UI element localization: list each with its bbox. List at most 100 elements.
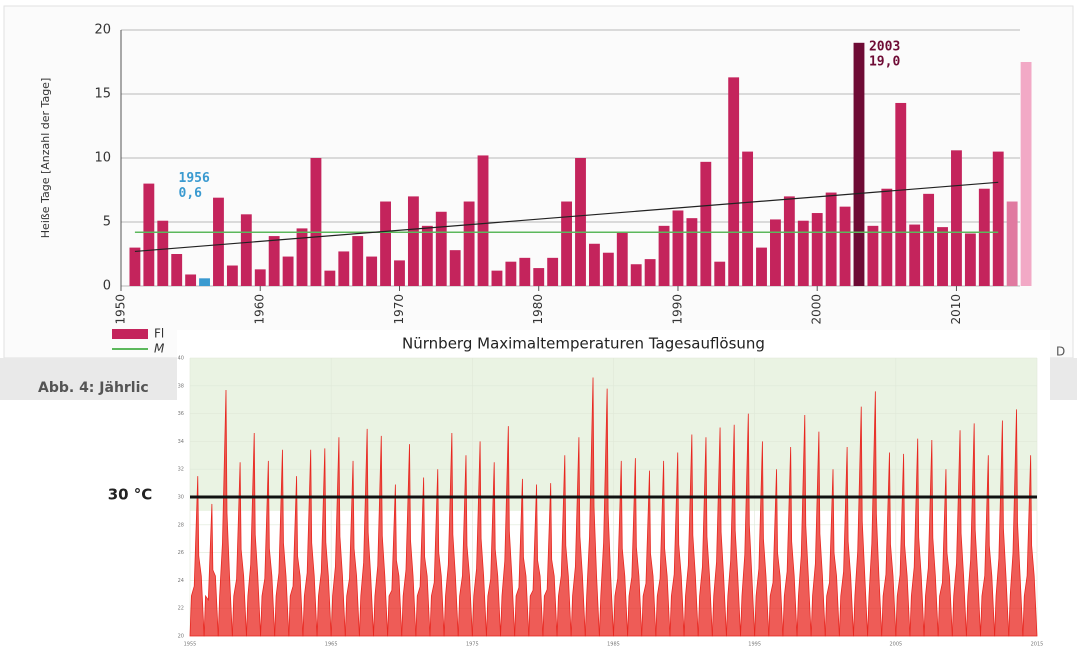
x-tick-label: 2010 (949, 294, 963, 325)
annual-cycle (726, 424, 741, 637)
annotation-value: 0,6 (179, 186, 203, 201)
annual-cycle (231, 462, 247, 637)
bar (519, 257, 531, 286)
annual-cycle (867, 391, 883, 637)
annual-cycle (542, 483, 558, 637)
x-tick-label: 1985 (607, 642, 620, 648)
x-tick-label: 2015 (1031, 642, 1044, 648)
bar (213, 197, 224, 286)
y-tick-label: 20 (178, 634, 184, 640)
caption: Abb. 4: Jährlic (38, 380, 149, 396)
annotation-value: 19,0 (869, 54, 900, 69)
annual-cycle (853, 406, 869, 637)
bar (951, 150, 962, 286)
annual-cycle (697, 437, 713, 637)
annual-cycle (584, 377, 600, 637)
annual-cycle (711, 427, 727, 637)
annual-cycle (966, 423, 981, 637)
annual-cycle (344, 460, 360, 637)
x-tick-label: 2000 (810, 294, 824, 325)
bar (770, 219, 781, 286)
annual-cycle (203, 503, 219, 637)
bar (185, 274, 197, 286)
y-tick-label: 30 (178, 495, 184, 501)
bar (909, 224, 921, 286)
annual-cycle (754, 441, 770, 637)
bar (672, 210, 684, 286)
x-tick-label: 1970 (392, 294, 406, 325)
bar (644, 259, 656, 286)
y-tick-label: 28 (178, 522, 184, 528)
bar (310, 158, 322, 286)
x-tick-label: 1965 (325, 642, 338, 648)
bar (226, 265, 238, 286)
bar (129, 247, 141, 286)
bar (352, 236, 364, 286)
y-tick-label: 34 (178, 439, 184, 445)
annual-cycle (330, 437, 346, 637)
bar (143, 183, 155, 286)
annual-cycle (810, 431, 826, 637)
annual-cycle (1022, 455, 1038, 637)
bar (797, 220, 809, 286)
annual-cycle (457, 455, 473, 637)
annual-cycle (373, 435, 389, 637)
bar (700, 161, 712, 286)
bar (728, 77, 740, 286)
bar (783, 196, 795, 286)
annual-cycle (824, 469, 840, 637)
bar (839, 206, 851, 286)
annual-cycle (768, 469, 784, 637)
bar (742, 151, 754, 286)
annual-cycle (598, 388, 614, 637)
x-tick-label: 1955 (184, 642, 197, 648)
annual-cycle (655, 460, 671, 637)
bar (561, 201, 573, 286)
x-tick-label: 1980 (531, 294, 545, 325)
x-tick-label: 1950 (114, 294, 128, 325)
bar (491, 270, 503, 286)
bar (1020, 62, 1032, 286)
bar (407, 196, 419, 286)
bar (881, 188, 893, 286)
y-tick-label: 10 (94, 151, 111, 166)
bar (714, 261, 726, 286)
bar (588, 243, 600, 286)
bar (338, 251, 350, 286)
legend-label: Fl (154, 327, 164, 341)
annual-cycle (923, 439, 939, 637)
y-tick-label: 15 (94, 87, 111, 102)
annual-cycle (358, 428, 374, 637)
annual-cycle (909, 438, 925, 637)
bar (449, 250, 461, 286)
annual-cycle (246, 433, 262, 637)
x-tick-label: 1990 (670, 294, 684, 325)
bar (992, 151, 1004, 286)
bar (575, 158, 586, 286)
annual-cycle (980, 455, 996, 637)
annotation-year: 2003 (869, 39, 900, 54)
y-tick-label: 40 (178, 356, 184, 362)
annual-cycle (613, 460, 629, 637)
x-tick-label: 2005 (889, 642, 902, 648)
y-tick-label: 20 (94, 23, 111, 38)
legend-label: M (154, 342, 165, 356)
annual-cycle (316, 448, 332, 637)
annotation-year: 1956 (179, 171, 210, 186)
annual-cycle (951, 430, 967, 637)
bar (366, 256, 378, 286)
bar (853, 42, 865, 286)
bar (171, 254, 183, 286)
hot-days-chart: 0 5 10 15 20 1950 1960 1970 1980 1990 2000 2010 Heiß… (38, 23, 1065, 397)
annual-cycle (740, 413, 756, 637)
y-tick-label: 32 (178, 467, 184, 473)
y-tick-label: 26 (178, 550, 184, 556)
bar (254, 269, 266, 286)
bar (756, 247, 767, 286)
annual-cycle (500, 426, 516, 637)
bar (923, 193, 935, 286)
bar (268, 236, 280, 286)
y-tick-label: 24 (178, 578, 184, 584)
annual-cycle (260, 460, 276, 637)
bar (477, 155, 489, 286)
